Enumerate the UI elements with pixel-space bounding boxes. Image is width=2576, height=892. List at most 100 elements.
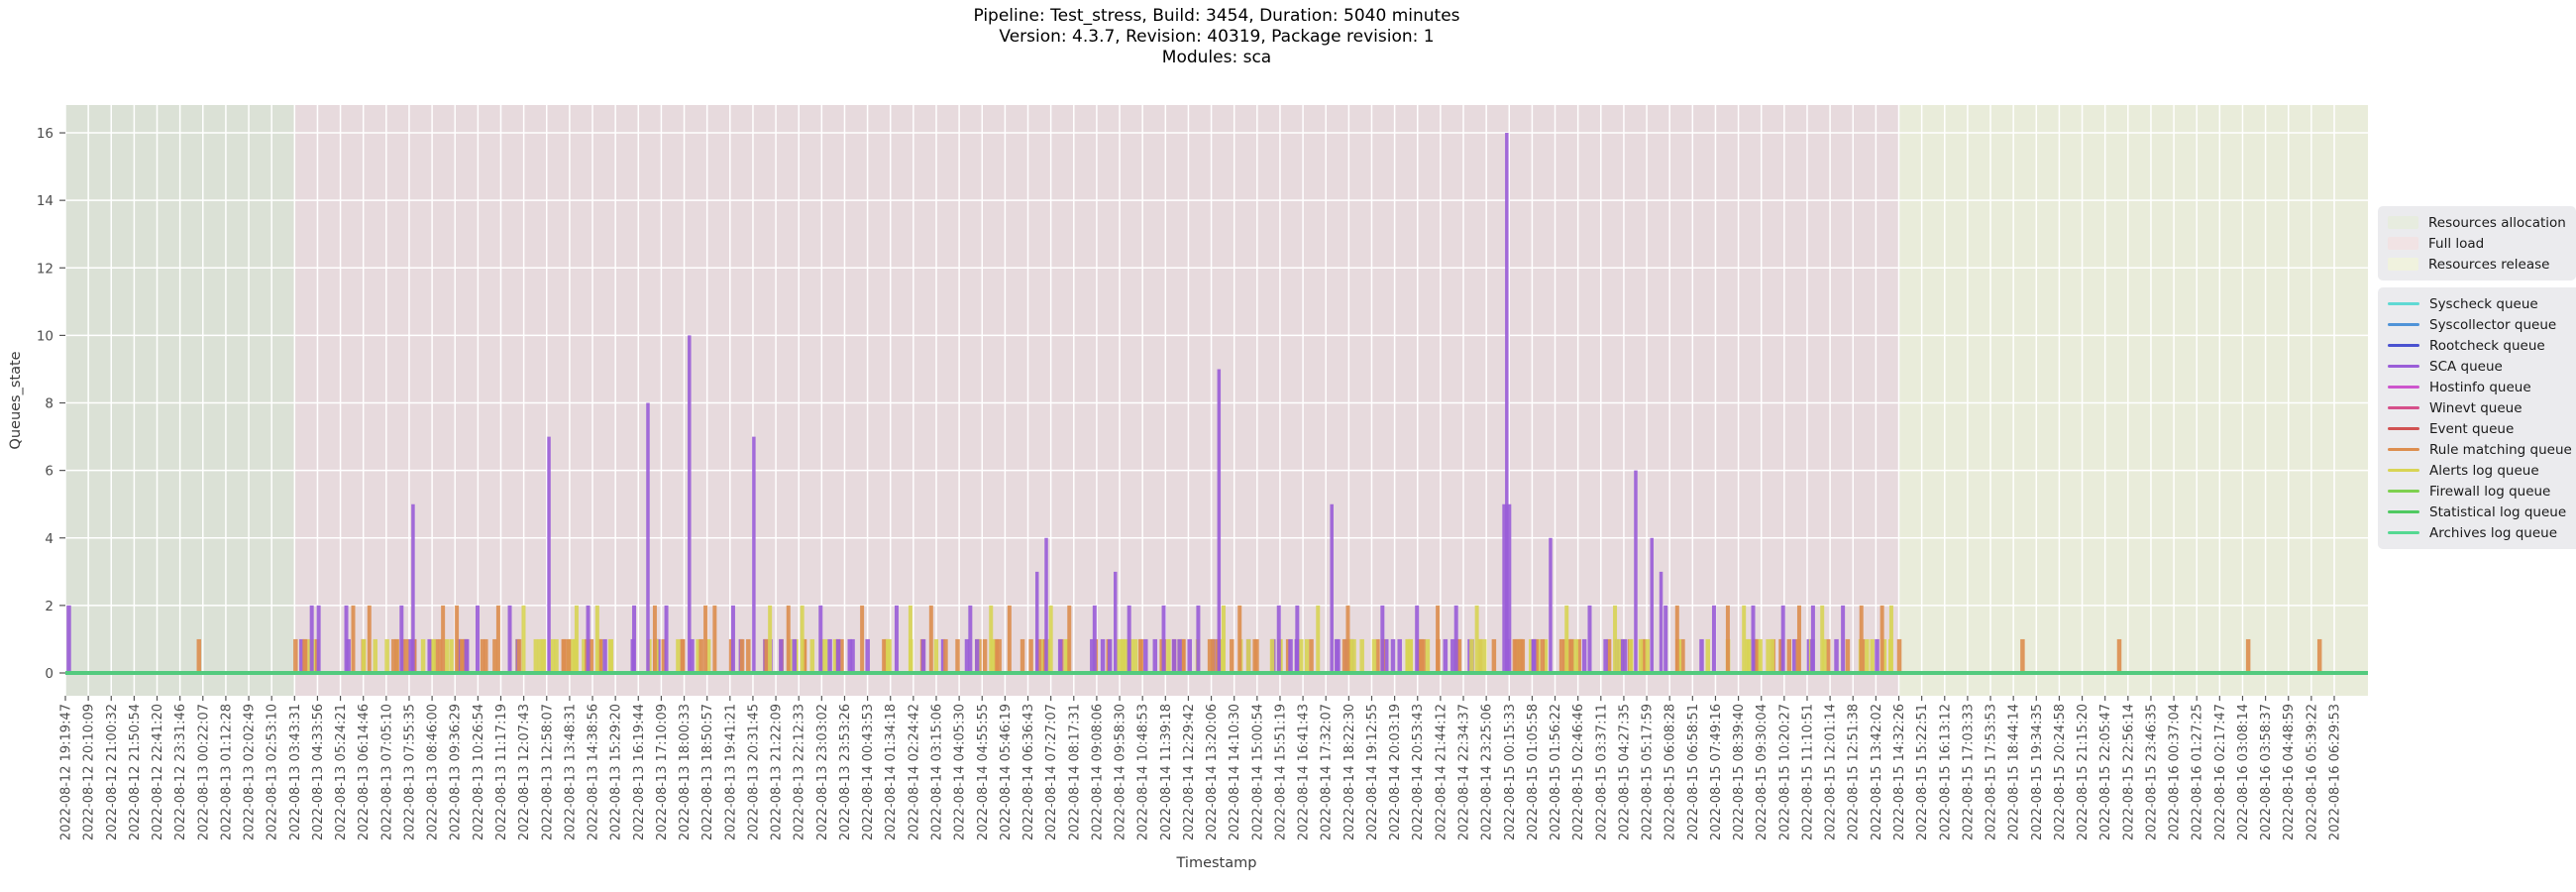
release-swatch-patch: [2388, 258, 2418, 271]
x-tick-label: 2022-08-14 08:17:31: [1067, 704, 1082, 840]
x-tick-label: 2022-08-16 06:29:53: [2328, 704, 2343, 840]
x-tick-label: 2022-08-15 13:42:02: [1870, 704, 1884, 840]
x-tick-label: 2022-08-16 01:27:25: [2191, 704, 2205, 840]
x-tick-labels: 2022-08-12 19:19:47 2022-08-12 20:10:09 20…: [59, 704, 2343, 840]
x-tick-label: 2022-08-15 11:10:51: [1800, 704, 1815, 840]
hostinfo-swatch-line: [2388, 386, 2419, 389]
legend-item-allocation: Resources allocation: [2388, 212, 2566, 233]
x-tick-label: 2022-08-14 04:55:55: [976, 704, 991, 840]
x-tick-label: 2022-08-15 12:01:14: [1824, 704, 1839, 840]
legend-label: Event queue: [2429, 420, 2515, 437]
sca-swatch-line: [2388, 365, 2419, 368]
y-tick-label: 0: [45, 666, 54, 682]
x-tick-label: 2022-08-14 09:58:30: [1114, 704, 1128, 840]
legend-item-archives: Archives log queue: [2388, 522, 2572, 543]
chart-title: Pipeline: Test_stress, Build: 3454, Dura…: [65, 6, 2368, 68]
y-tick-label: 14: [37, 193, 54, 209]
x-tick-label: 2022-08-15 04:27:35: [1617, 704, 1632, 840]
y-tick-label: 2: [45, 599, 54, 614]
x-tick-label: 2022-08-13 16:19:44: [632, 704, 647, 840]
event-swatch-line: [2388, 427, 2419, 430]
x-tick-label: 2022-08-13 19:41:21: [723, 704, 738, 840]
title-line-2: Version: 4.3.7, Revision: 40319, Package…: [999, 27, 1435, 47]
x-tick-label: 2022-08-14 14:10:30: [1228, 704, 1242, 840]
y-tick-label: 12: [37, 261, 54, 277]
legend-label: Syscollector queue: [2429, 316, 2557, 333]
x-tick-label: 2022-08-15 06:58:51: [1686, 704, 1701, 840]
winevt-swatch-line: [2388, 406, 2419, 409]
x-tick-label: 2022-08-15 18:44:14: [2007, 704, 2022, 840]
legend-label: Syscheck queue: [2429, 295, 2538, 312]
x-tick-label: 2022-08-13 17:10:09: [655, 704, 670, 840]
x-tick-label: 2022-08-13 03:43:31: [288, 704, 303, 840]
legend-item-syscheck: Syscheck queue: [2388, 293, 2572, 314]
x-tick-label: 2022-08-14 20:53:43: [1411, 704, 1426, 840]
x-tick-label: 2022-08-13 12:07:43: [517, 704, 532, 840]
x-tick-label: 2022-08-15 19:34:35: [2030, 704, 2045, 840]
x-tick-label: 2022-08-15 12:51:38: [1847, 704, 1862, 840]
x-tick-label: 2022-08-13 12:58:07: [540, 704, 555, 840]
x-tick-label: 2022-08-14 22:34:37: [1457, 704, 1472, 840]
allocation-swatch-patch: [2388, 216, 2418, 229]
phase-regions: [65, 105, 2368, 696]
legend-label: Resources release: [2428, 256, 2550, 273]
legend-item-rootcheck: Rootcheck queue: [2388, 335, 2572, 356]
legend-label: Alerts log queue: [2429, 462, 2539, 479]
x-tick-label: 2022-08-16 04:48:59: [2282, 704, 2297, 840]
x-tick-label: 2022-08-15 02:46:46: [1571, 704, 1586, 840]
x-tick-label: 2022-08-15 22:56:14: [2121, 704, 2136, 840]
legend-item-hostinfo: Hostinfo queue: [2388, 377, 2572, 397]
x-tick-label: 2022-08-14 12:29:42: [1182, 704, 1197, 840]
x-tick-label: 2022-08-13 22:12:33: [793, 704, 807, 840]
x-tick-label: 2022-08-12 19:19:47: [59, 704, 74, 840]
x-tick-label: 2022-08-14 15:00:54: [1250, 704, 1265, 840]
x-tick-label: 2022-08-13 02:02:49: [243, 704, 258, 840]
x-tick-label: 2022-08-15 00:15:33: [1503, 704, 1518, 840]
x-tick-label: 2022-08-13 00:22:07: [196, 704, 211, 840]
statistical-swatch-line: [2388, 510, 2419, 513]
x-tick-label: 2022-08-13 01:12:28: [219, 704, 234, 840]
x-tick-label: 2022-08-14 13:20:06: [1205, 704, 1220, 840]
x-tick-label: 2022-08-15 08:39:40: [1732, 704, 1747, 840]
title-line-1: Pipeline: Test_stress, Build: 3454, Dura…: [973, 6, 1460, 26]
x-tick-label: 2022-08-14 16:41:43: [1297, 704, 1312, 840]
legend-label: Resources allocation: [2428, 214, 2566, 231]
x-tick-label: 2022-08-14 11:39:18: [1159, 704, 1174, 840]
x-tick-label: 2022-08-13 05:24:21: [334, 704, 349, 840]
x-tick-label: 2022-08-13 23:03:02: [815, 704, 830, 840]
x-tick-label: 2022-08-15 20:24:58: [2053, 704, 2068, 840]
series-legend: Syscheck queue Syscollector queue Rootchec…: [2378, 287, 2576, 549]
legend-item-alerts: Alerts log queue: [2388, 460, 2572, 481]
gridlines: [64, 105, 2368, 696]
x-tick-label: 2022-08-15 07:49:16: [1709, 704, 1724, 840]
legend-item-rule: Rule matching queue: [2388, 439, 2572, 460]
x-tick-label: 2022-08-16 05:39:22: [2305, 704, 2319, 840]
y-tick-label: 16: [37, 126, 54, 142]
legend-item-full_load: Full load: [2388, 233, 2566, 254]
y-axis-label: Queues_state: [8, 351, 24, 449]
x-tick-label: 2022-08-13 07:05:10: [379, 704, 394, 840]
x-tick-label: 2022-08-15 22:05:47: [2098, 704, 2113, 840]
rule-swatch-line: [2388, 448, 2419, 451]
x-tick-label: 2022-08-15 14:32:26: [1892, 704, 1907, 840]
x-tick-label: 2022-08-15 03:37:11: [1594, 704, 1609, 840]
legend-item-statistical: Statistical log queue: [2388, 502, 2572, 522]
x-tick-label: 2022-08-16 02:17:47: [2213, 704, 2228, 840]
y-tick-label: 8: [45, 396, 54, 412]
legend-label: Hostinfo queue: [2429, 379, 2531, 395]
x-tick-label: 2022-08-14 20:03:19: [1388, 704, 1403, 840]
title-line-3: Modules: sca: [1161, 48, 1272, 67]
x-tick-label: 2022-08-16 03:08:14: [2236, 704, 2251, 840]
legend-item-syscollector: Syscollector queue: [2388, 314, 2572, 335]
x-tick-label: 2022-08-14 21:44:12: [1434, 704, 1449, 840]
x-tick-label: 2022-08-12 21:50:54: [128, 704, 143, 840]
x-tick-label: 2022-08-14 01:34:18: [884, 704, 899, 840]
legend-item-release: Resources release: [2388, 254, 2566, 275]
x-tick-label: 2022-08-16 03:58:37: [2259, 704, 2274, 840]
legend-item-winevt: Winevt queue: [2388, 397, 2572, 418]
legend-label: Rootcheck queue: [2429, 337, 2545, 354]
syscollector-swatch-line: [2388, 323, 2419, 326]
alerts-swatch-line: [2388, 469, 2419, 472]
y-tick-label: 4: [45, 531, 54, 547]
